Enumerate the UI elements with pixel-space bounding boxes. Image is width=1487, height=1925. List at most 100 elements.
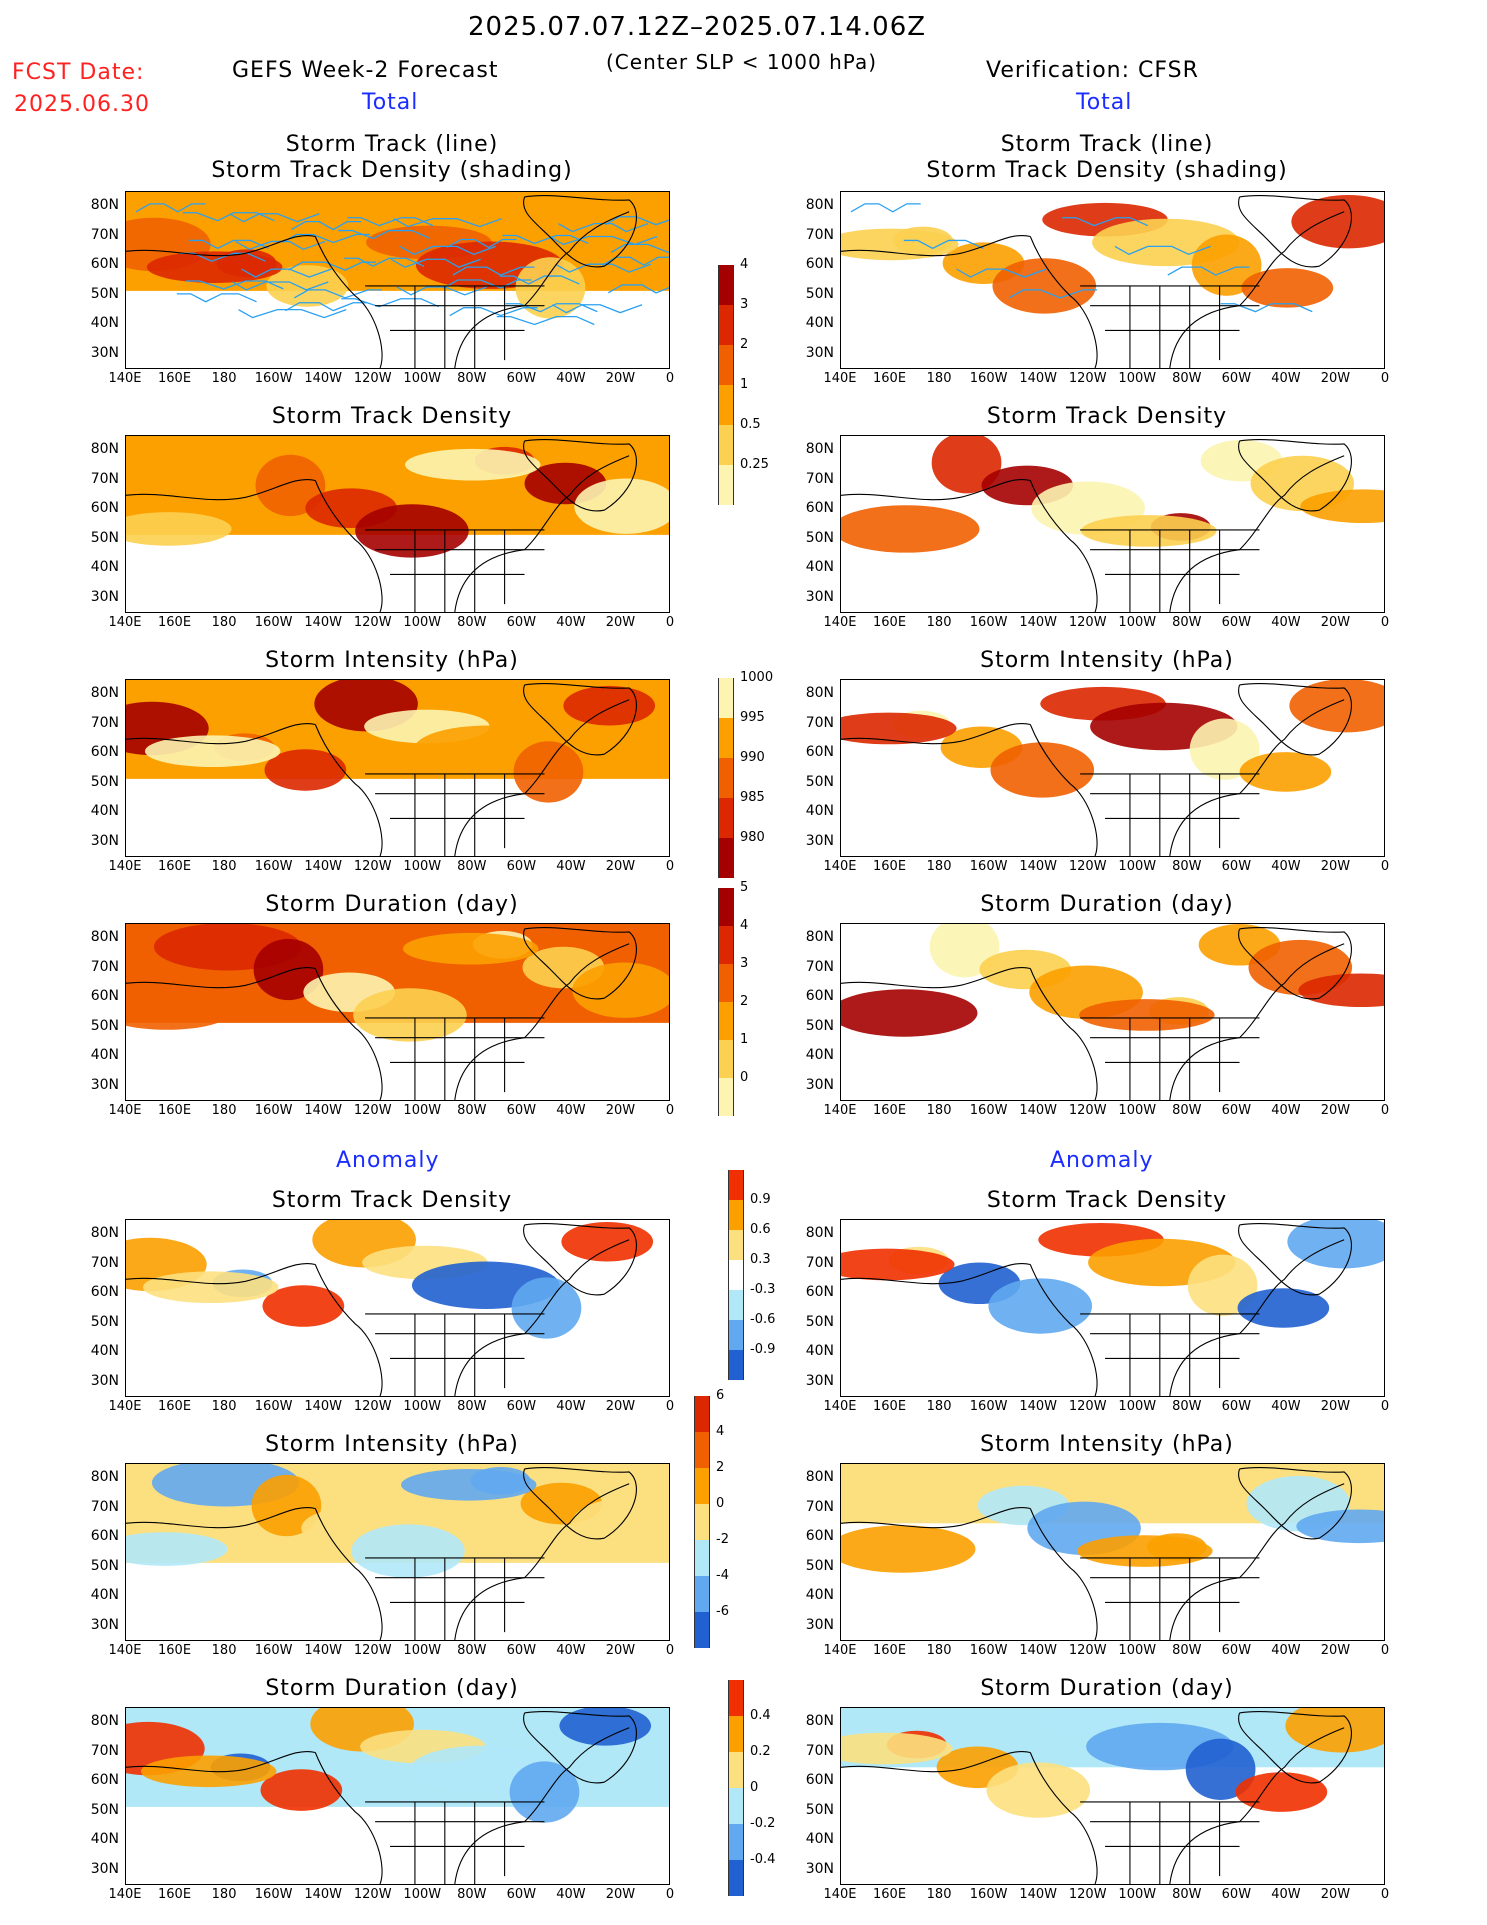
colorbar-swatch — [718, 718, 734, 758]
panel-title-duration-left: Storm Duration (day) — [265, 892, 519, 917]
lat-tick-label: 50N — [805, 1017, 834, 1034]
colorbar-tick-label: 4 — [716, 1424, 725, 1439]
lon-tick-label: 180 — [211, 1399, 237, 1414]
coastline-boundary — [841, 234, 1031, 257]
colorbar-tick-label: 2 — [740, 337, 749, 352]
coastline-boundary — [1169, 1483, 1345, 1640]
storm-track-line — [229, 213, 320, 223]
coastline-boundary — [126, 478, 316, 501]
map-canvas — [841, 436, 1384, 612]
field-shading-blob — [841, 228, 959, 261]
coastline-boundary — [126, 1750, 316, 1773]
fcst-date-value: 2025.06.30 — [14, 92, 150, 117]
coastline-boundary — [126, 1506, 316, 1529]
colorbar-swatch — [718, 465, 734, 505]
coastline-boundary — [1169, 455, 1345, 612]
lat-tick-label: 70N — [90, 1498, 119, 1515]
lon-tick-label: 160E — [873, 371, 907, 386]
colorbar-tick-label: 6 — [716, 1388, 725, 1403]
colorbar-tick-label: 0 — [716, 1496, 725, 1511]
lat-tick-label: 60N — [805, 256, 834, 272]
lon-tick-label: 120W — [1068, 1643, 1107, 1658]
lon-tick-label: 140W — [1019, 615, 1058, 630]
coastline-boundary — [1238, 927, 1352, 1000]
coastline-boundary — [1169, 699, 1345, 856]
storm-track-line — [347, 217, 434, 227]
lon-tick-label: 120W — [353, 1103, 392, 1118]
panel-title-density-left: Storm Track Density — [271, 404, 513, 429]
lon-tick-label: 180 — [211, 1643, 237, 1658]
lon-tick-label: 80W — [457, 371, 487, 386]
lon-tick-label: 140E — [823, 1103, 857, 1118]
lat-tick-label: 50N — [90, 285, 119, 302]
storm-track-line — [341, 298, 440, 308]
lon-tick-label: 40W — [556, 1887, 586, 1902]
field-shading-blob — [992, 258, 1097, 314]
lon-tick-label: 60W — [1221, 1887, 1252, 1902]
lon-tick-label: 160E — [873, 1643, 907, 1658]
lat-tick-label: 50N — [90, 529, 119, 546]
lon-tick-label: 100W — [1118, 1643, 1157, 1658]
lat-tick-label: 40N — [90, 1343, 119, 1359]
field-shading-blob — [1235, 1772, 1328, 1812]
coastline-boundary — [1029, 1752, 1098, 1884]
storm-track-line — [496, 315, 595, 326]
lon-tick-label: 140W — [1019, 1643, 1058, 1658]
lon-tick-label: 180 — [211, 859, 237, 874]
field-shading-blob — [355, 504, 469, 558]
lon-tick-label: 100W — [403, 859, 442, 874]
lon-tick-label: 140W — [304, 859, 343, 874]
colorbar-tick-label: -4 — [716, 1568, 729, 1583]
panel-title-anom-intensity-right: Storm Intensity (hPa) — [980, 1432, 1234, 1457]
coastline-boundary — [1169, 1239, 1345, 1396]
coastline-boundary — [365, 1017, 545, 1100]
lat-tick-label: 60N — [90, 256, 119, 272]
lon-tick-label: 0 — [665, 1887, 675, 1902]
colorbar-swatch — [694, 1612, 710, 1648]
panel-title-track-line-left: Storm Track (line) — [285, 132, 499, 157]
lon-tick-label: 80W — [1172, 1643, 1202, 1658]
coastline-boundary — [1169, 1727, 1345, 1884]
coastline-boundary — [365, 1557, 545, 1640]
lat-tick-label: 60N — [805, 988, 834, 1004]
lat-tick-label: 70N — [90, 958, 119, 975]
lon-tick-label: 60W — [506, 1103, 537, 1118]
coastline-boundary — [1029, 724, 1098, 856]
lat-tick-label: 30N — [90, 1616, 119, 1633]
lon-tick-label: 160W — [969, 1643, 1008, 1658]
colorbar-tick-label: 3 — [740, 297, 749, 312]
map-panel-density-verification — [840, 435, 1385, 613]
lat-tick-label: 60N — [90, 500, 119, 516]
lon-tick-label: 80W — [457, 1887, 487, 1902]
lon-tick-label: 180 — [926, 1887, 952, 1902]
lon-tick-label: 140W — [1019, 371, 1058, 386]
map-canvas — [126, 436, 669, 612]
lon-tick-label: 20W — [605, 371, 636, 386]
gefs-forecast-title: GEFS Week-2 Forecast — [232, 58, 499, 83]
colorbar-tick-label: -0.3 — [750, 1282, 776, 1297]
colorbar-swatch — [728, 1290, 744, 1320]
coastline-boundary — [841, 478, 1031, 501]
lon-tick-label: 120W — [1068, 1399, 1107, 1414]
field-shading-blob — [841, 1525, 976, 1573]
storm-track-line — [452, 266, 535, 276]
lon-tick-label: 20W — [1320, 1643, 1351, 1658]
lon-tick-label: 20W — [1320, 1103, 1351, 1118]
colorbar-swatch — [718, 385, 734, 425]
map-canvas — [841, 194, 1384, 368]
lon-tick-label: 140E — [823, 859, 857, 874]
storm-track-line — [499, 275, 580, 285]
field-shading-blob — [253, 938, 324, 1001]
lon-tick-label: 60W — [506, 1887, 537, 1902]
field-shading-blob — [251, 1474, 322, 1537]
lon-tick-label: 180 — [211, 371, 237, 386]
storm-track-line — [390, 258, 481, 268]
lon-tick-label: 140E — [108, 1887, 142, 1902]
coastline-boundary — [126, 722, 316, 745]
field-shading-blob — [563, 685, 656, 726]
lon-tick-label: 20W — [605, 859, 636, 874]
lon-tick-label: 160E — [873, 1103, 907, 1118]
storm-track-line — [502, 234, 589, 245]
lat-tick-label: 70N — [805, 470, 834, 487]
lon-tick-label: 160W — [969, 1399, 1008, 1414]
